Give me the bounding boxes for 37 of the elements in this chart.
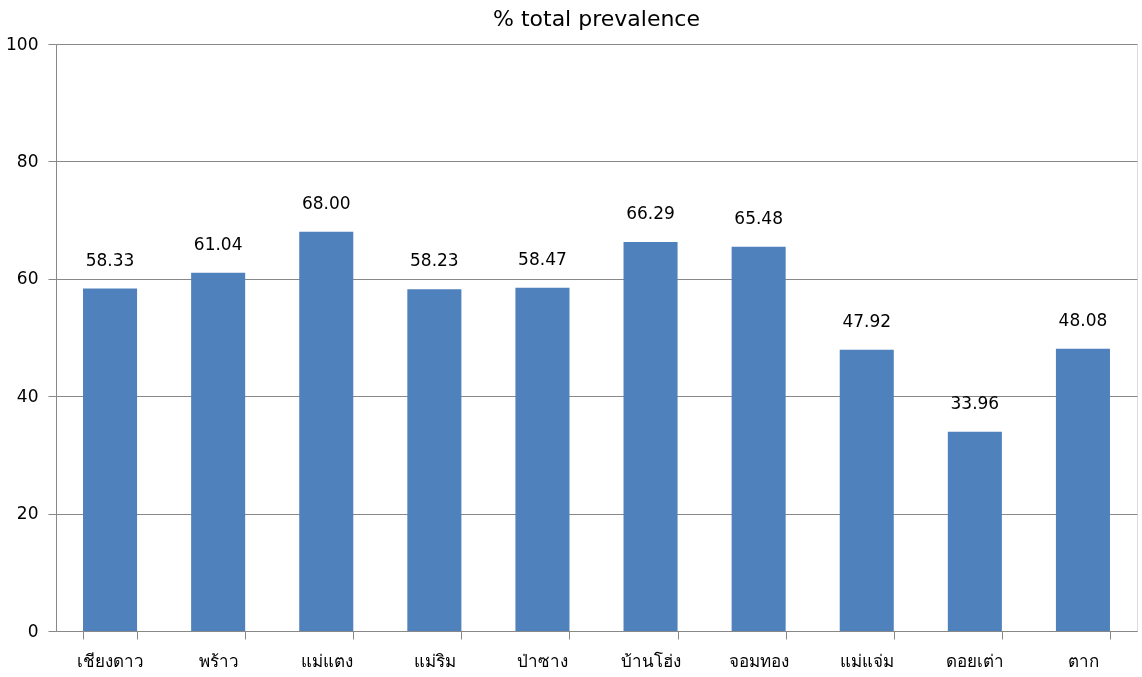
bar (191, 272, 246, 631)
data-label: 58.23 (410, 250, 459, 271)
x-tick-label: พร้าว (198, 650, 239, 671)
bar (407, 289, 462, 631)
y-tick-label: 20 (16, 503, 39, 524)
y-tick-label: 80 (16, 150, 39, 171)
data-label: 58.47 (518, 248, 567, 269)
bar (731, 246, 786, 631)
bar (839, 349, 894, 631)
data-label: 47.92 (842, 310, 892, 331)
data-label: 58.33 (85, 249, 135, 270)
y-tick-label: 100 (6, 33, 39, 54)
bar (623, 241, 678, 631)
data-label: 61.04 (193, 233, 243, 254)
y-tick-label: 0 (27, 620, 39, 641)
x-tick-label: แม่แตง (300, 650, 353, 671)
data-label: 48.08 (1058, 309, 1108, 330)
x-tick-label: แม่ริม (413, 650, 456, 671)
x-tick-label: ป่าซาง (517, 650, 569, 671)
data-label: 65.48 (734, 207, 783, 228)
bar (1055, 348, 1110, 631)
bar (947, 431, 1002, 631)
x-tick-label: ดอยเต่า (946, 650, 1005, 671)
data-label: 33.96 (950, 392, 1000, 413)
bar (299, 231, 354, 631)
x-tick-label: จอมทอง (729, 650, 790, 671)
bar (515, 287, 570, 631)
x-tick-label: บ้านโฮ่ง (621, 650, 682, 671)
x-tick-label: แม่แจ่ม (840, 650, 895, 671)
y-tick-label: 60 (16, 268, 39, 289)
bar (83, 288, 138, 631)
y-tick-label: 40 (16, 385, 39, 406)
chart-title: % total prevalence (493, 6, 700, 31)
data-label: 68.00 (301, 192, 351, 213)
data-label: 66.29 (626, 202, 675, 223)
x-tick-label: ตาก (1067, 650, 1099, 671)
x-tick-label: เชียงดาว (77, 650, 145, 671)
